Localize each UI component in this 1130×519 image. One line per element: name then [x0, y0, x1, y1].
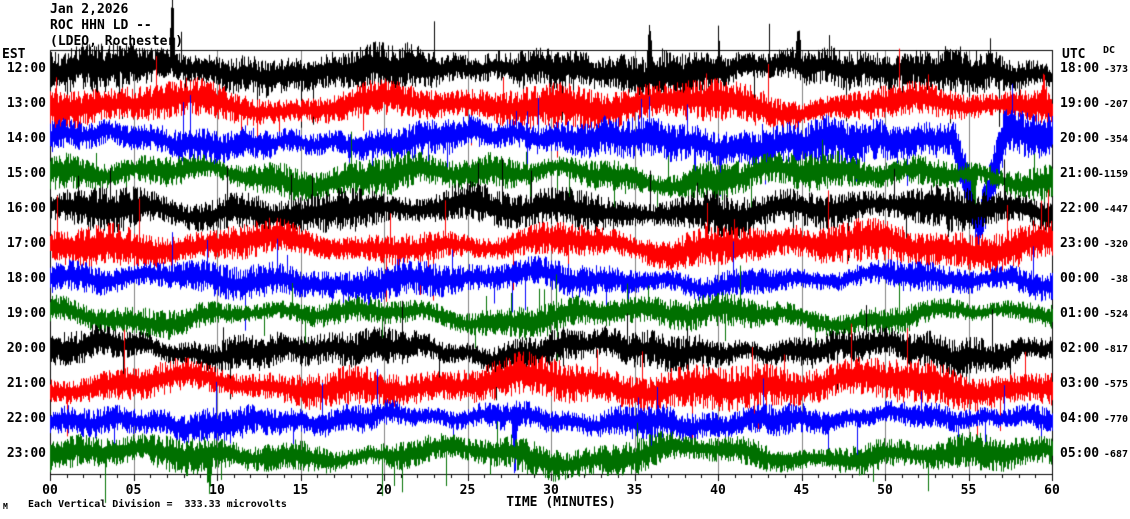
est-time-label: 15:00 — [6, 166, 46, 181]
watermark-glyph: M — [3, 502, 8, 511]
dc-offset-value: -770 — [1103, 414, 1128, 425]
dc-offset-value: -1159 — [1097, 169, 1128, 180]
x-axis-tick-label: 05 — [125, 483, 142, 498]
x-axis-tick-label: 35 — [626, 483, 643, 498]
dc-offset-value: -687 — [1103, 449, 1128, 460]
x-axis-title: TIME (MINUTES) — [506, 495, 616, 510]
est-time-label: 18:00 — [6, 271, 46, 286]
right-axis-title: UTC — [1062, 47, 1086, 62]
scale-note: Each Vertical Division = 333.33 microvol… — [28, 499, 287, 510]
est-time-label: 12:00 — [6, 61, 46, 76]
est-time-label: 13:00 — [6, 96, 46, 111]
x-axis-tick-label: 60 — [1044, 483, 1060, 498]
est-time-label: 23:00 — [6, 446, 46, 461]
dc-offset-value: -354 — [1103, 134, 1128, 145]
dc-offset-value: -447 — [1103, 204, 1128, 215]
x-axis-tick-label: 45 — [793, 483, 810, 498]
est-time-label: 19:00 — [6, 306, 46, 321]
dc-offset-value: -38 — [1109, 274, 1128, 285]
est-time-label: 16:00 — [6, 201, 46, 216]
dc-offset-value: -207 — [1103, 99, 1128, 110]
dc-offset-value: -524 — [1103, 309, 1128, 320]
header-location: (LDEO, Rochester) — [50, 34, 184, 49]
header-station: ROC HHN LD -- — [50, 18, 152, 33]
dc-offset-value: -320 — [1103, 239, 1128, 250]
x-axis-tick-label: 55 — [960, 483, 977, 498]
est-time-label: 17:00 — [6, 236, 46, 251]
x-axis-tick-label: 25 — [459, 483, 476, 498]
x-axis-tick-label: 40 — [710, 483, 726, 498]
x-axis-tick-label: 20 — [376, 483, 392, 498]
dc-column-title: DC — [1103, 45, 1116, 56]
x-axis-tick-label: 10 — [209, 483, 225, 498]
header-date: Jan 2,2026 — [50, 2, 129, 17]
x-axis-tick-label: 30 — [543, 483, 559, 498]
dc-offset-value: -575 — [1103, 379, 1128, 390]
est-time-label: 21:00 — [6, 376, 46, 391]
dc-offset-value: -373 — [1103, 64, 1128, 75]
x-axis-tick-label: 00 — [42, 483, 58, 498]
x-axis-tick-label: 15 — [292, 483, 309, 498]
left-axis-title: EST — [2, 47, 26, 62]
dc-offset-value: -817 — [1103, 344, 1128, 355]
x-axis-tick-label: 50 — [877, 483, 893, 498]
est-time-label: 20:00 — [6, 341, 46, 356]
est-time-label: 22:00 — [6, 411, 46, 426]
est-time-label: 14:00 — [6, 131, 46, 146]
